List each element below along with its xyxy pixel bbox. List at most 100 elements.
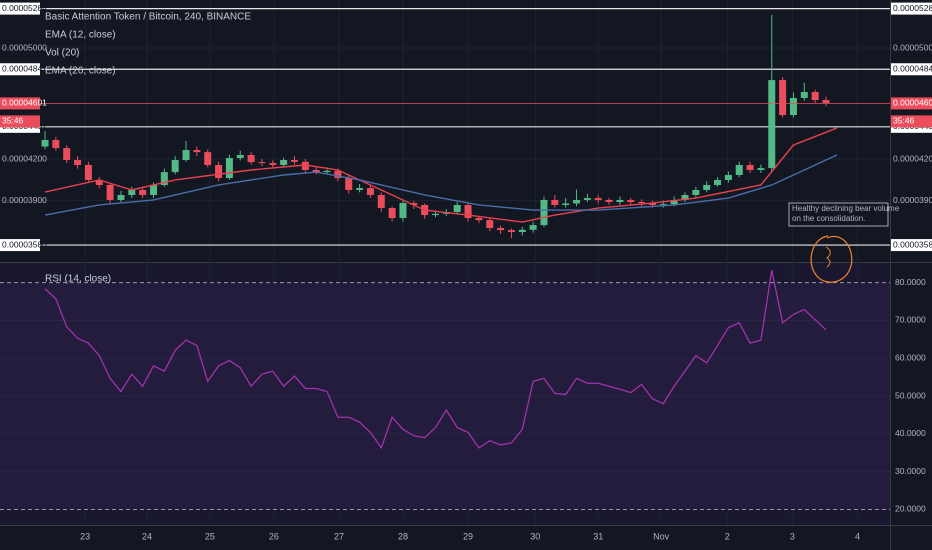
candle-body [659, 204, 667, 206]
y-tick-label: 0.00005000 [893, 42, 932, 52]
y-tick-label: 20.0000 [895, 504, 926, 514]
marks [0, 8, 890, 450]
candle-body [117, 194, 125, 200]
candle-body [540, 199, 548, 226]
legend-entry: EMA (12, close) [45, 30, 116, 41]
horizontal-line-label-box [891, 2, 932, 15]
candle-body [399, 203, 407, 219]
candle-body [768, 80, 776, 169]
candle-body [475, 218, 483, 221]
horizontal-line-label: 0.00004847 [2, 63, 47, 73]
candle-body [269, 163, 277, 165]
y-tick-label: 0.00003900 [893, 195, 932, 205]
candle-body [453, 204, 461, 213]
x-tick-label: 24 [142, 531, 152, 541]
x-tick-label: 26 [269, 531, 279, 541]
last-price-label: 0.00004601 [893, 98, 932, 108]
candle-body [84, 164, 92, 180]
annotation-box [788, 202, 889, 227]
candle-body [627, 199, 635, 203]
candle-body [822, 100, 830, 104]
countdown-box [0, 115, 40, 128]
candle-body [128, 189, 136, 195]
horizontal-line-label-box [891, 63, 932, 76]
candle-body [290, 160, 298, 162]
candle-body [95, 179, 103, 185]
candle-body [746, 164, 754, 170]
candle-body [464, 204, 472, 219]
candle-body [301, 161, 309, 170]
rsi-title: RSI (14, close) [45, 274, 111, 285]
candle-body [551, 199, 559, 205]
candle-body [63, 148, 71, 161]
candle-body [193, 150, 201, 153]
x-tick-label: 3 [790, 531, 795, 541]
horizontal-line-label-box [891, 239, 932, 252]
candle-body [573, 199, 581, 204]
candle-body [215, 164, 223, 179]
candle-body [388, 208, 396, 219]
candle-body [703, 184, 711, 190]
rsi-line [44, 270, 827, 450]
candle-body [52, 140, 60, 149]
candle-body [670, 199, 678, 205]
x-tick-label: 31 [593, 531, 603, 541]
candle-body [605, 199, 613, 203]
horizontal-line-label: 0.00004847 [893, 63, 932, 73]
x-tick-label: 30 [530, 531, 540, 541]
candle-body [225, 158, 233, 179]
candle-body [789, 97, 797, 116]
candle-body [74, 160, 82, 165]
x-tick-label: 23 [80, 531, 90, 541]
candle-body [258, 162, 266, 164]
candle-body [648, 203, 656, 205]
candle-body [280, 160, 288, 165]
candle-body [312, 169, 320, 173]
drawn-circle [810, 235, 853, 283]
candle-body [735, 164, 743, 175]
candle-body [562, 203, 570, 205]
ema-line [44, 154, 838, 216]
x-tick-label: 25 [205, 531, 215, 541]
candle-body [410, 203, 418, 205]
y-tick-label: 30.0000 [895, 466, 926, 476]
candle-body [518, 229, 526, 233]
horizontal-line-label: 0.00003580 [2, 239, 47, 249]
candle-body [160, 172, 168, 185]
candle-body [236, 155, 244, 159]
y-tick-label: 0.00003900 [2, 195, 47, 205]
candle-body [432, 213, 440, 216]
candle-body [681, 194, 689, 200]
candle-body [323, 170, 331, 173]
chart-title: Basic Attention Token / Bitcoin, 240, BI… [45, 12, 251, 23]
candle-body [724, 174, 732, 180]
candle-body [779, 80, 787, 116]
y-tick-label: 0.00004200 [2, 153, 47, 163]
candle-body [106, 184, 114, 200]
candle-body [377, 194, 385, 209]
candle-body [594, 198, 602, 200]
last-price-label: 0.00004601 [2, 98, 47, 108]
last-price-label-box [0, 97, 40, 110]
candle-body [345, 178, 353, 190]
candle-body [139, 189, 147, 195]
candle-body [583, 198, 591, 200]
countdown-box [891, 115, 932, 128]
y-tick-label: 60.0000 [895, 353, 926, 363]
x-tick-label: 4 [855, 531, 860, 541]
candle-body [41, 140, 49, 147]
grid [0, 0, 890, 525]
horizontal-line-label-box [0, 2, 40, 15]
y-tick-label: 50.0000 [895, 390, 926, 400]
drawn-squiggle [825, 246, 831, 268]
x-tick-label: 28 [398, 531, 408, 541]
countdown: 35:46 [2, 116, 24, 126]
y-tick-label: 40.0000 [895, 428, 926, 438]
x-tick-label: 27 [334, 531, 344, 541]
x-tick-label: 2 [725, 531, 730, 541]
candle-body [356, 188, 364, 190]
candle-body [529, 225, 537, 230]
x-tick-label: 29 [463, 531, 473, 541]
